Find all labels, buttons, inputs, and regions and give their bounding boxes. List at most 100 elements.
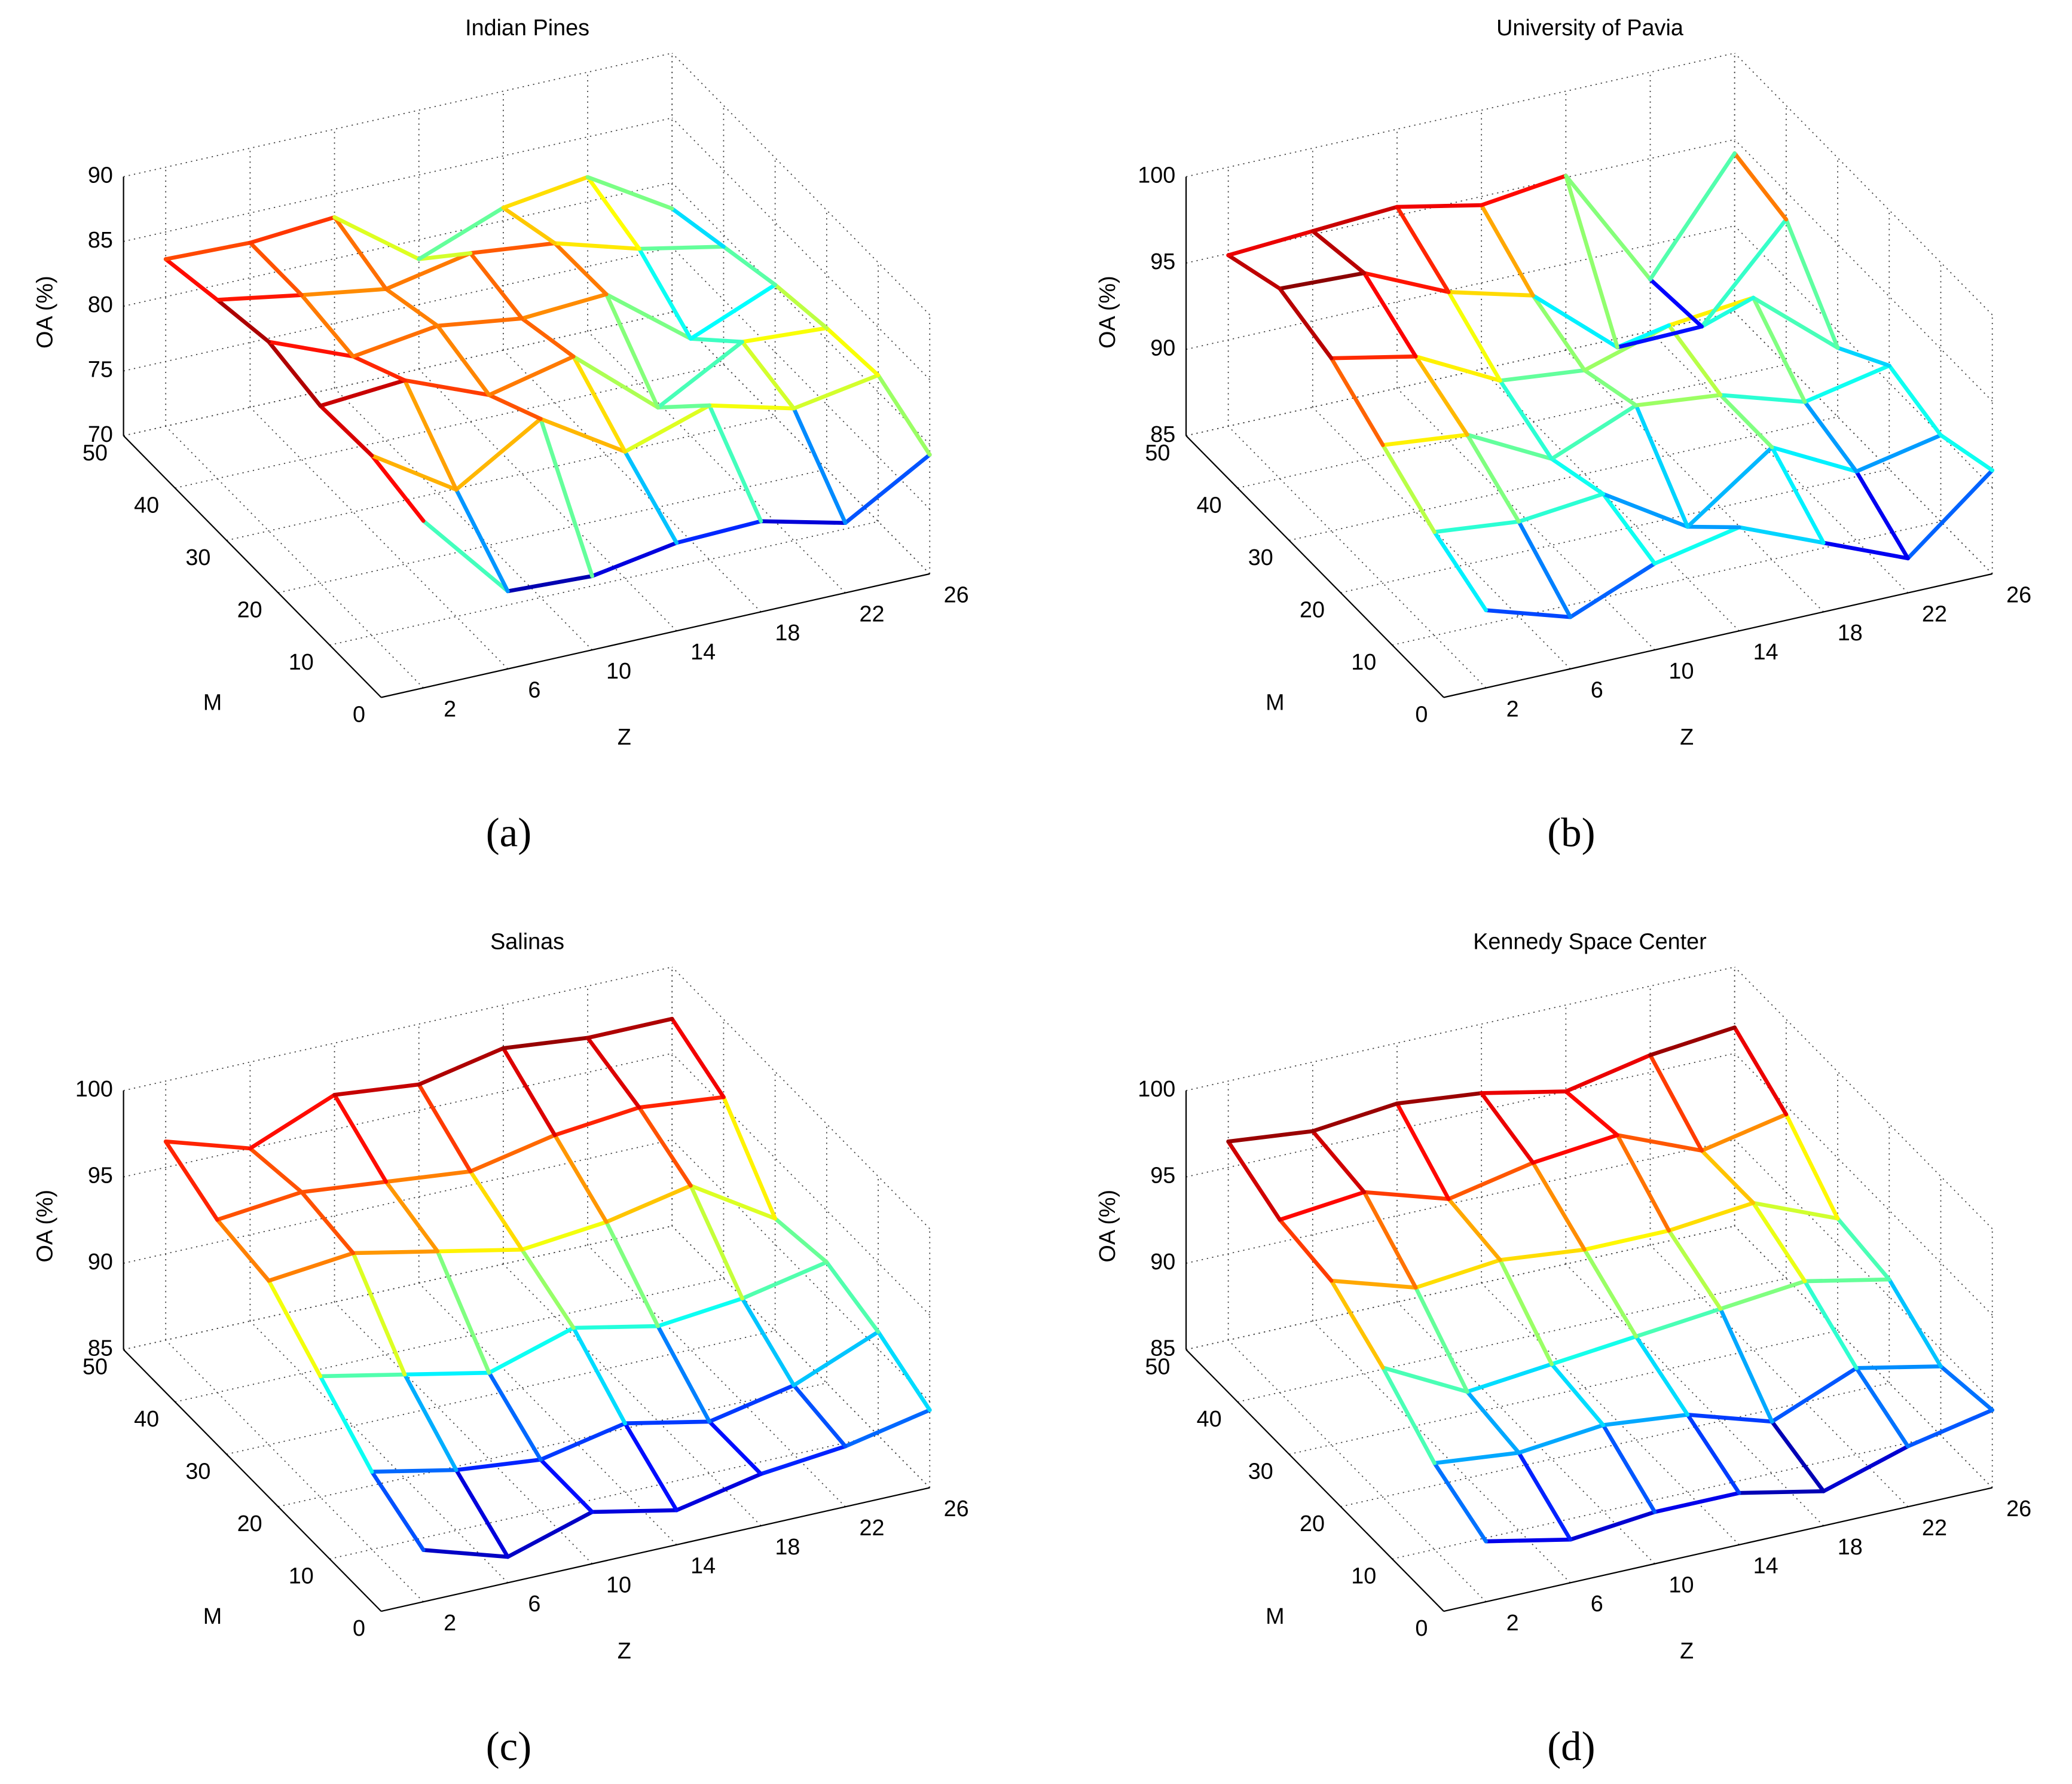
mesh-segment xyxy=(1380,432,1469,447)
mesh-segment xyxy=(604,1220,660,1328)
z-tick-label: 100 xyxy=(1138,1077,1175,1102)
mesh-segment xyxy=(707,1419,763,1476)
z-tick-label: 10 xyxy=(606,659,631,684)
mesh-segment xyxy=(267,340,323,408)
mesh-segment xyxy=(791,406,848,526)
x-axis-label: Z xyxy=(1680,1639,1694,1664)
m-axis xyxy=(123,435,382,698)
x-axis xyxy=(1443,1487,1992,1612)
grid-line xyxy=(249,1321,509,1584)
mesh-segment xyxy=(267,340,356,359)
mesh-segment xyxy=(1226,253,1282,291)
x-axis xyxy=(381,573,930,698)
z-tick-label: 22 xyxy=(860,1516,885,1541)
grid-line xyxy=(226,416,775,541)
grid-line xyxy=(418,1282,677,1545)
mesh-segment xyxy=(1380,443,1437,534)
mesh-segment xyxy=(1582,368,1639,408)
mesh-segment xyxy=(1531,1133,1619,1165)
mesh-segment xyxy=(318,404,374,458)
mesh-segment xyxy=(585,175,674,211)
mesh-segment xyxy=(1615,1133,1671,1233)
mesh-segment xyxy=(1531,1160,1587,1252)
z-tick-label: 14 xyxy=(1753,1554,1778,1579)
mesh-segment xyxy=(1395,1091,1484,1106)
grid-line xyxy=(1185,966,1735,1092)
mesh-segment xyxy=(1615,1133,1704,1153)
mesh-segment xyxy=(1718,1279,1807,1311)
mesh-segment xyxy=(1737,525,1826,545)
caption: (c) xyxy=(486,1724,531,1769)
mesh-segment xyxy=(1634,403,1690,529)
mesh-segment xyxy=(300,293,356,359)
mesh-segment xyxy=(637,1105,693,1188)
mesh-segment xyxy=(637,246,693,341)
x-axis-label: Z xyxy=(618,1639,631,1664)
mesh-segment xyxy=(1601,491,1690,529)
mesh-segment xyxy=(1550,1362,1606,1428)
mesh-segment xyxy=(670,1016,726,1099)
mesh-segment xyxy=(656,340,745,410)
mesh-segment xyxy=(487,1370,543,1462)
mesh-segment xyxy=(759,1444,848,1476)
mesh-segment xyxy=(468,1169,524,1252)
grid-line xyxy=(1392,1435,1941,1560)
mesh-segment xyxy=(1732,1025,1789,1117)
mesh-segment xyxy=(1226,1140,1282,1222)
m-tick-label: 50 xyxy=(1145,441,1170,466)
z-tick-label: 85 xyxy=(88,1336,113,1361)
chart: 707580859001020304050261014182226Indian … xyxy=(33,16,969,856)
grid-line xyxy=(1185,1139,1735,1264)
mesh-segment xyxy=(417,1082,473,1174)
z-tick-label: 100 xyxy=(1138,163,1175,188)
z-tick-label: 10 xyxy=(606,1572,631,1597)
z-tick-label: 18 xyxy=(1838,1535,1863,1560)
grid-line xyxy=(1734,966,1993,1229)
z-tick-label: 26 xyxy=(944,1496,969,1522)
z-tick-label: 2 xyxy=(1506,697,1519,722)
mesh-segment xyxy=(1278,271,1367,291)
mesh-segment xyxy=(369,453,426,523)
mesh-segment xyxy=(1446,290,1535,298)
z-tick-label: 90 xyxy=(88,1250,113,1275)
mesh-segment xyxy=(1601,491,1657,566)
mesh-segment xyxy=(740,1296,796,1388)
z-tick-label: 18 xyxy=(775,1535,800,1560)
mesh-segment xyxy=(1329,354,1418,361)
mesh-segment xyxy=(421,518,510,594)
mesh-segment xyxy=(1413,1258,1502,1290)
grid-line xyxy=(1312,1321,1571,1584)
grid-line xyxy=(671,1226,930,1489)
mesh-segment xyxy=(1906,1408,1995,1449)
mesh-segment xyxy=(773,282,829,331)
mesh-segment xyxy=(1498,1247,1587,1262)
mesh-segment xyxy=(689,282,777,341)
mesh-segment xyxy=(572,355,627,454)
mesh-segment xyxy=(1854,1366,1910,1449)
z-tick-label: 70 xyxy=(88,422,113,447)
mesh-segment xyxy=(539,1458,594,1514)
grid-line xyxy=(1734,1226,1993,1489)
chart: 85909510001020304050261014182226SalinasO… xyxy=(33,930,969,1770)
mesh-segment xyxy=(1718,393,1774,450)
mesh-segment xyxy=(722,245,777,287)
mesh-segment xyxy=(435,323,491,398)
z-tick-label: 95 xyxy=(1150,1163,1175,1189)
mesh-segment xyxy=(1802,399,1859,474)
mesh-segment xyxy=(384,1180,440,1254)
mesh-segment xyxy=(1615,324,1704,350)
grid-line xyxy=(123,247,673,372)
z-tick-label: 18 xyxy=(775,621,800,646)
mesh-segment xyxy=(1413,354,1502,383)
m-tick-label: 40 xyxy=(1197,1407,1222,1432)
mesh-segment xyxy=(1939,433,1995,472)
grid-line xyxy=(1565,1263,1824,1526)
grid-line xyxy=(123,53,673,178)
mesh-segment xyxy=(435,316,524,328)
mesh-segment xyxy=(1887,363,1943,438)
grid-line xyxy=(1185,53,1735,178)
mesh-segment xyxy=(1854,469,1910,561)
mesh-segment xyxy=(487,393,543,421)
mesh-segment xyxy=(1737,1489,1826,1495)
mesh-segment xyxy=(1854,433,1943,474)
